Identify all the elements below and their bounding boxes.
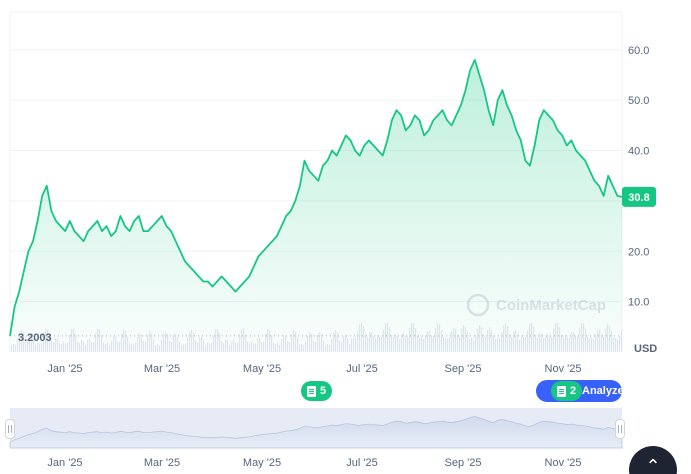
news-note-chip-1[interactable]: 5 xyxy=(301,381,333,401)
navigator[interactable] xyxy=(9,408,623,449)
currency-label: USD xyxy=(634,343,658,355)
chevron-up-icon: ⌃ xyxy=(645,456,661,474)
baseline-label: 3.2003 xyxy=(18,332,52,344)
y-axis: 10.020.030.040.050.060.0 xyxy=(628,45,649,309)
x-axis: Jan '25 Mar '25 May '25 Jul '25 Sep '25 Nov '… xyxy=(47,363,581,375)
navigator-left-handle[interactable] xyxy=(5,419,15,439)
navigator-right-handle[interactable] xyxy=(615,419,625,439)
navigator-x-tick-label: Sep '25 xyxy=(445,457,482,469)
x-tick-label: Mar '25 xyxy=(144,363,180,375)
y-tick-label: 10.0 xyxy=(628,297,649,309)
navigator-x-tick-label: Jul '25 xyxy=(346,457,377,469)
navigator-x-tick-label: Nov '25 xyxy=(545,457,582,469)
x-tick-label: Jul '25 xyxy=(346,363,377,375)
navigator-x-tick-label: Jan '25 xyxy=(47,457,82,469)
news-note-count: 5 xyxy=(320,385,327,397)
watermark-text: CoinMarketCap xyxy=(496,297,606,314)
document-icon xyxy=(557,385,566,397)
document-icon xyxy=(307,385,316,397)
navigator-x-tick-label: May '25 xyxy=(243,457,281,469)
news-note-chip-2[interactable]: 2 xyxy=(551,381,583,401)
y-tick-label: 20.0 xyxy=(628,246,649,258)
x-tick-label: May '25 xyxy=(243,363,281,375)
navigator-series xyxy=(9,416,623,449)
price-line xyxy=(9,59,623,337)
chevron-right-icon: › xyxy=(626,385,631,397)
news-note-count: 2 xyxy=(570,385,577,397)
current-price-label: 30.8 xyxy=(628,192,649,204)
analyze-label: Analyze xyxy=(582,385,624,397)
y-tick-label: 50.0 xyxy=(628,95,649,107)
x-tick-label: Jan '25 xyxy=(47,363,82,375)
y-tick-label: 60.0 xyxy=(628,45,649,57)
x-tick-label: Nov '25 xyxy=(545,363,582,375)
y-tick-label: 40.0 xyxy=(628,146,649,158)
coinmarketcap-logo-icon xyxy=(466,293,490,317)
navigator-x-tick-label: Mar '25 xyxy=(144,457,180,469)
current-price-tag: 30.8 xyxy=(622,186,656,207)
navigator-x-axis: Jan '25 Mar '25 May '25 Jul '25 Sep '25 Nov '… xyxy=(47,457,581,469)
price-area xyxy=(10,59,622,353)
watermark: CoinMarketCap xyxy=(466,293,606,317)
x-tick-label: Sep '25 xyxy=(445,363,482,375)
